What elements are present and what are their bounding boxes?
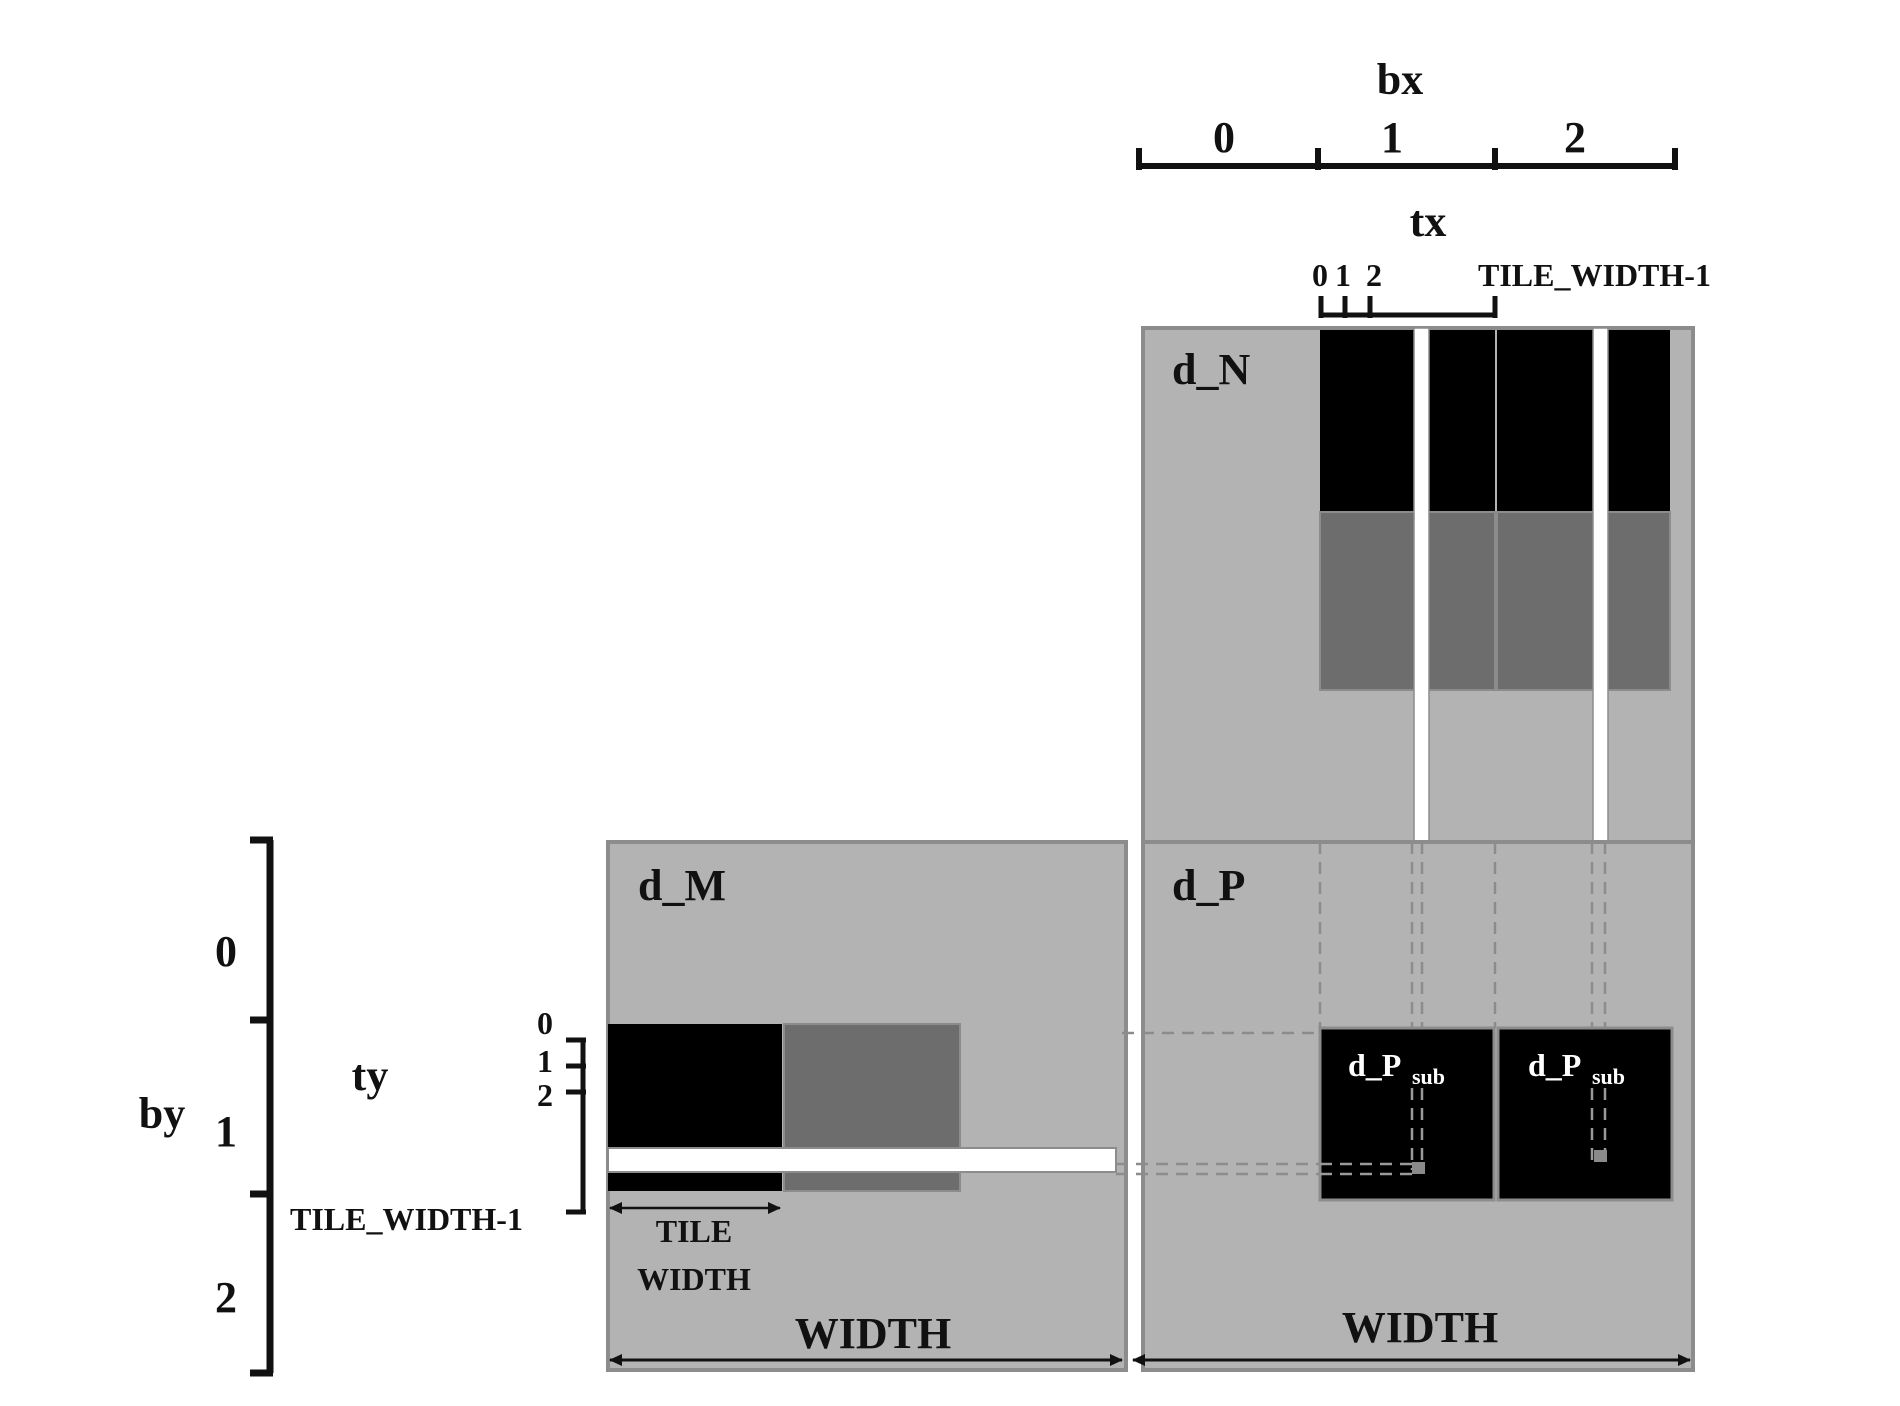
m-width-label: WIDTH	[795, 1309, 951, 1358]
m-tile-width-label-line1: TILE	[656, 1213, 732, 1249]
p-sub-tile-1-label-main: d_P	[1348, 1047, 1401, 1083]
p-sub-tile-2-label: d_P sub	[1528, 1047, 1625, 1089]
bx-block-2: 2	[1564, 113, 1586, 162]
m-highlight-row	[607, 1147, 1117, 1173]
p-sub-guides	[1320, 1088, 1607, 1176]
tx-tick-last: TILE_WIDTH-1	[1478, 257, 1711, 293]
n-tile-current-col2	[1497, 330, 1670, 512]
p-sub-tile-1	[1318, 1026, 1496, 1202]
matrix-d-n: d_N	[1141, 326, 1695, 844]
bx-label: bx	[1377, 55, 1423, 104]
by-axis: by 0 1 2	[139, 836, 274, 1377]
n-tile-next-col2	[1496, 511, 1671, 691]
matrix-d-n-label: d_N	[1172, 345, 1250, 394]
n-highlight-column-1	[1413, 327, 1430, 843]
m-to-p-guides	[1116, 1031, 1320, 1176]
matrix-d-p-label: d_P	[1172, 861, 1245, 910]
p-output-element-1	[1412, 1162, 1425, 1174]
tx-label: tx	[1410, 197, 1447, 246]
tx-axis: tx 0 1 2 TILE_WIDTH-1	[1312, 197, 1711, 318]
tx-tick-1: 1	[1335, 257, 1351, 293]
bx-axis: bx 0 1 2	[1136, 55, 1678, 170]
m-tile-width-label-line2: WIDTH	[637, 1261, 751, 1297]
tx-tick-2: 2	[1366, 257, 1382, 293]
ty-tick-1: 1	[537, 1043, 553, 1079]
p-sub-tile-2	[1496, 1026, 1674, 1202]
p-sub-tile-1-label-subscript: sub	[1412, 1064, 1445, 1089]
n-tile-current-col1	[1320, 330, 1495, 512]
by-label: by	[139, 1089, 185, 1138]
ty-tick-2: 2	[537, 1077, 553, 1113]
p-sub-tile-2-label-subscript: sub	[1592, 1064, 1625, 1089]
p-sub-tile-1-label: d_P sub	[1348, 1047, 1445, 1089]
matrix-d-p: d_P d_P sub d_P	[1132, 840, 1695, 1372]
p-sub-tile-2-label-main: d_P	[1528, 1047, 1581, 1083]
p-output-element-2	[1594, 1150, 1607, 1162]
ty-tick-0: 0	[537, 1005, 553, 1041]
ty-tick-last: TILE_WIDTH-1	[290, 1201, 523, 1237]
bx-block-1: 1	[1381, 113, 1403, 162]
matrix-d-m-label: d_M	[638, 861, 726, 910]
bx-block-0: 0	[1213, 113, 1235, 162]
ty-label: ty	[352, 1051, 389, 1100]
p-width-label: WIDTH	[1342, 1303, 1498, 1352]
by-block-1: 1	[215, 1107, 237, 1156]
n-highlight-column-2	[1592, 327, 1609, 843]
n-tile-next-col1	[1319, 511, 1496, 691]
ty-axis: ty 0 1 2 TILE_WIDTH-1	[290, 1005, 586, 1237]
matrix-d-m: d_M TILE WIDTH WIDTH	[606, 840, 1128, 1372]
by-block-2: 2	[215, 1273, 237, 1322]
by-block-0: 0	[215, 927, 237, 976]
tx-tick-0: 0	[1312, 257, 1328, 293]
